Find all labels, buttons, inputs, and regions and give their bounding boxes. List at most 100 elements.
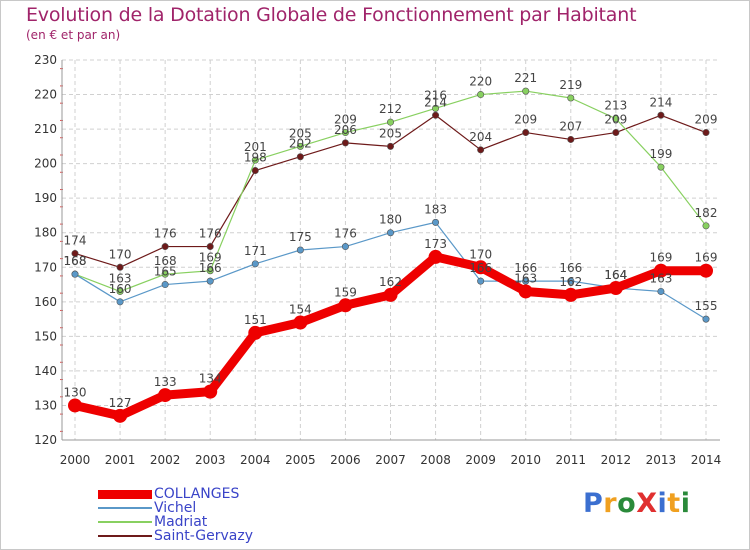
data-point [428,249,443,264]
data-point [477,146,485,154]
x-tick-label: 2005 [285,453,316,467]
data-point [251,167,259,175]
data-label: 163 [514,271,537,285]
data-label: 163 [109,271,132,285]
y-tick-label: 170 [34,260,57,274]
data-point [116,298,124,306]
data-point [251,260,259,268]
data-point [203,384,218,399]
data-label: 209 [334,113,357,127]
proxiti-logo: ProXiti [583,488,691,519]
data-point [522,277,530,285]
x-tick-label: 2012 [601,453,632,467]
data-point [386,118,394,126]
data-label: 164 [604,268,627,282]
data-point [206,243,214,251]
data-label: 207 [559,119,582,133]
y-tick-label: 220 [34,88,57,102]
data-label: 155 [695,299,718,313]
data-point [477,91,485,99]
data-point [657,163,665,171]
data-point [68,398,82,413]
x-tick-label: 2006 [330,453,361,467]
data-point [522,129,530,137]
legend-swatch [98,535,152,537]
data-label: 168 [64,254,87,268]
y-tick-label: 230 [34,53,57,67]
data-point [158,388,173,403]
x-tick-label: 2001 [105,453,136,467]
data-point [296,246,304,254]
data-label: 133 [154,375,177,389]
x-tick-label: 2009 [465,453,496,467]
y-tick-label: 190 [34,191,57,205]
legend-label: COLLANGES [154,486,240,502]
legend-swatch [98,507,152,509]
x-tick-label: 2011 [556,453,587,467]
data-point [386,142,394,150]
y-tick-label: 140 [34,364,57,378]
y-tick-label: 200 [34,157,57,171]
data-label: 209 [514,113,537,127]
data-point [161,281,169,289]
data-label: 175 [289,230,312,244]
data-label: 170 [469,247,492,261]
data-label: 216 [424,88,447,102]
data-label: 162 [379,275,402,289]
data-label: 165 [154,265,177,279]
data-label: 168 [154,254,177,268]
data-point [71,249,79,257]
data-point [563,287,578,302]
data-label: 205 [379,126,402,140]
data-point [432,104,440,112]
data-point [702,129,710,137]
legend-swatch [98,489,152,499]
data-label: 127 [109,396,132,410]
y-tick-label: 150 [34,329,57,343]
data-point [702,315,710,323]
data-point [293,315,308,330]
data-point [341,129,349,137]
data-point [71,270,79,278]
data-point [473,260,488,275]
data-label: 180 [379,213,402,227]
data-label: 166 [469,261,492,275]
data-point [522,87,530,95]
data-label: 130 [64,385,87,399]
data-label: 202 [289,137,312,151]
data-point [206,267,214,275]
data-label: 214 [424,95,447,109]
legend-swatch [98,521,152,523]
data-point [206,277,214,285]
x-tick-label: 2007 [375,453,406,467]
x-tick-label: 2010 [510,453,541,467]
data-point [432,111,440,119]
data-label: 205 [289,126,312,140]
data-point [657,287,665,295]
data-label: 209 [695,113,718,127]
data-point [612,129,620,137]
data-point [116,287,124,295]
chart-subtitle: (en € et par an) [26,28,121,42]
y-tick-label: 160 [34,295,57,309]
data-point [251,156,259,164]
legend-label: Madriat [154,514,208,530]
data-point [341,139,349,147]
data-point [113,408,128,423]
data-label: 159 [334,285,357,299]
data-point [386,229,394,237]
x-tick-label: 2008 [420,453,451,467]
data-point [116,263,124,271]
legend-label: Vichel [154,500,197,516]
data-label: 214 [649,95,672,109]
x-tick-label: 2003 [195,453,226,467]
data-label: 221 [514,71,537,85]
chart-title: Evolution de la Dotation Globale de Fonc… [26,4,637,26]
data-point [653,263,668,278]
y-tick-label: 120 [34,433,57,447]
x-tick-label: 2002 [150,453,181,467]
data-point [341,243,349,251]
data-point [518,284,533,299]
data-label: 174 [64,233,87,247]
